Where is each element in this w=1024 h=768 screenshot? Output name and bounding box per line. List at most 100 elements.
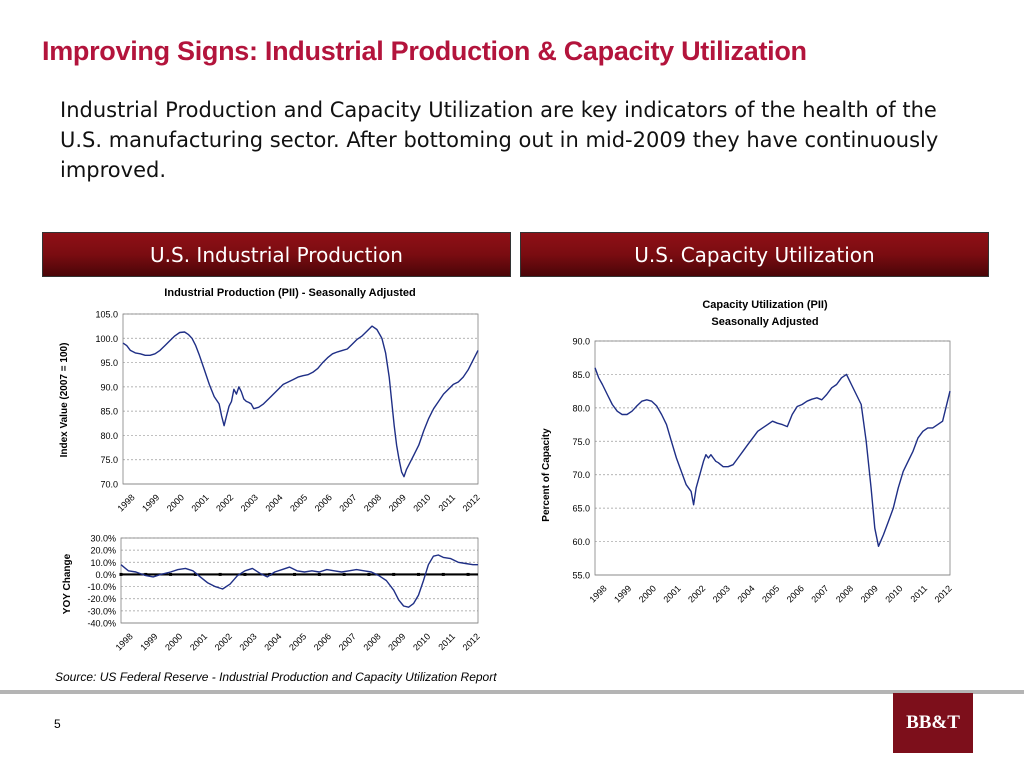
y-tick-label: 95.0 <box>100 358 118 368</box>
data-point <box>477 350 478 351</box>
x-tick-label: 2001 <box>189 492 210 513</box>
data-point <box>207 582 208 583</box>
data-point <box>159 350 160 351</box>
x-tick-label: 2011 <box>436 631 457 652</box>
data-point <box>297 377 298 378</box>
data-point <box>334 570 335 571</box>
data-point <box>708 457 709 458</box>
source-note: Source: US Federal Reserve - Industrial … <box>55 670 497 684</box>
data-point <box>199 355 200 356</box>
y-tick-label: 85.0 <box>572 370 590 380</box>
x-tick-label: 2002 <box>213 631 234 652</box>
data-point <box>728 466 729 467</box>
y-tick-label: -20.0% <box>87 594 116 604</box>
data-point <box>135 571 136 572</box>
data-point <box>347 348 348 349</box>
data-point <box>767 424 768 425</box>
x-tick-label: 2012 <box>933 583 954 604</box>
data-point <box>737 457 738 458</box>
data-point <box>263 403 264 404</box>
data-point <box>594 367 595 368</box>
x-tick-label: 2006 <box>785 583 806 604</box>
data-point <box>357 339 358 340</box>
zero-line-tick <box>293 572 297 576</box>
x-tick-label: 1999 <box>140 492 161 513</box>
data-point <box>195 345 196 346</box>
data-point <box>831 387 832 388</box>
data-point <box>448 389 449 390</box>
data-point <box>200 576 201 577</box>
plot-area-frame <box>122 313 479 485</box>
cu-chart-title: Capacity Utilization (PII) <box>702 299 828 311</box>
data-point <box>866 441 867 442</box>
y-tick-label: 10.0% <box>90 558 116 568</box>
cu-y-axis-label: Percent of Capacity <box>541 428 552 522</box>
data-point <box>273 394 274 395</box>
data-point <box>403 476 404 477</box>
data-point <box>612 404 613 405</box>
data-point <box>806 401 807 402</box>
x-tick-label: 2005 <box>760 583 781 604</box>
data-point <box>428 418 429 419</box>
x-tick-label: 2002 <box>686 583 707 604</box>
data-point <box>307 374 308 375</box>
y-tick-label: 90.0 <box>100 382 118 392</box>
data-point <box>811 399 812 400</box>
data-point <box>311 570 312 571</box>
data-point <box>433 556 434 557</box>
data-point <box>406 469 407 470</box>
data-point <box>816 397 817 398</box>
data-point <box>177 569 178 570</box>
x-tick-label: 2004 <box>735 583 756 604</box>
data-point <box>463 377 464 378</box>
bbt-logo: BB&T <box>893 693 973 753</box>
data-point <box>319 571 320 572</box>
zero-line-tick <box>441 572 445 576</box>
data-point <box>164 345 165 346</box>
data-point <box>898 487 899 488</box>
data-point <box>348 570 349 571</box>
data-point <box>699 474 700 475</box>
banner-capacity-utilization: U.S. Capacity Utilization <box>520 232 989 277</box>
x-tick-label: 1998 <box>114 631 135 652</box>
data-point <box>322 362 323 363</box>
series-line <box>594 367 951 547</box>
data-point <box>342 350 343 351</box>
data-point <box>666 424 667 425</box>
x-tick-label: 2005 <box>287 631 308 652</box>
data-point <box>371 571 372 572</box>
data-point <box>381 338 382 339</box>
data-point <box>443 394 444 395</box>
data-point <box>752 437 753 438</box>
data-point <box>631 411 632 412</box>
data-point <box>128 570 129 571</box>
data-point <box>282 569 283 570</box>
data-point <box>438 554 439 555</box>
data-point <box>418 594 419 595</box>
y-tick-label: -40.0% <box>87 619 116 629</box>
x-tick-label: 2009 <box>387 492 408 513</box>
data-point <box>317 368 318 369</box>
x-tick-label: 2002 <box>214 492 235 513</box>
data-point <box>222 588 223 589</box>
data-point <box>450 558 451 559</box>
data-point <box>126 345 127 346</box>
data-point <box>241 391 242 392</box>
data-point <box>912 451 913 452</box>
data-point <box>228 406 229 407</box>
x-tick-label: 2012 <box>461 492 482 513</box>
y-tick-label: 65.0 <box>572 504 590 514</box>
x-tick-label: 2001 <box>188 631 209 652</box>
data-point <box>856 394 857 395</box>
bbt-logo-text: BB&T <box>906 712 960 733</box>
data-point <box>326 569 327 570</box>
data-point <box>433 408 434 409</box>
data-point <box>715 461 716 462</box>
data-point <box>468 369 469 370</box>
x-tick-label: 2005 <box>288 492 309 513</box>
data-point <box>352 344 353 345</box>
x-tick-label: 2010 <box>411 631 432 652</box>
data-point <box>403 605 404 606</box>
data-point <box>145 575 146 576</box>
zero-line-tick <box>268 572 272 576</box>
